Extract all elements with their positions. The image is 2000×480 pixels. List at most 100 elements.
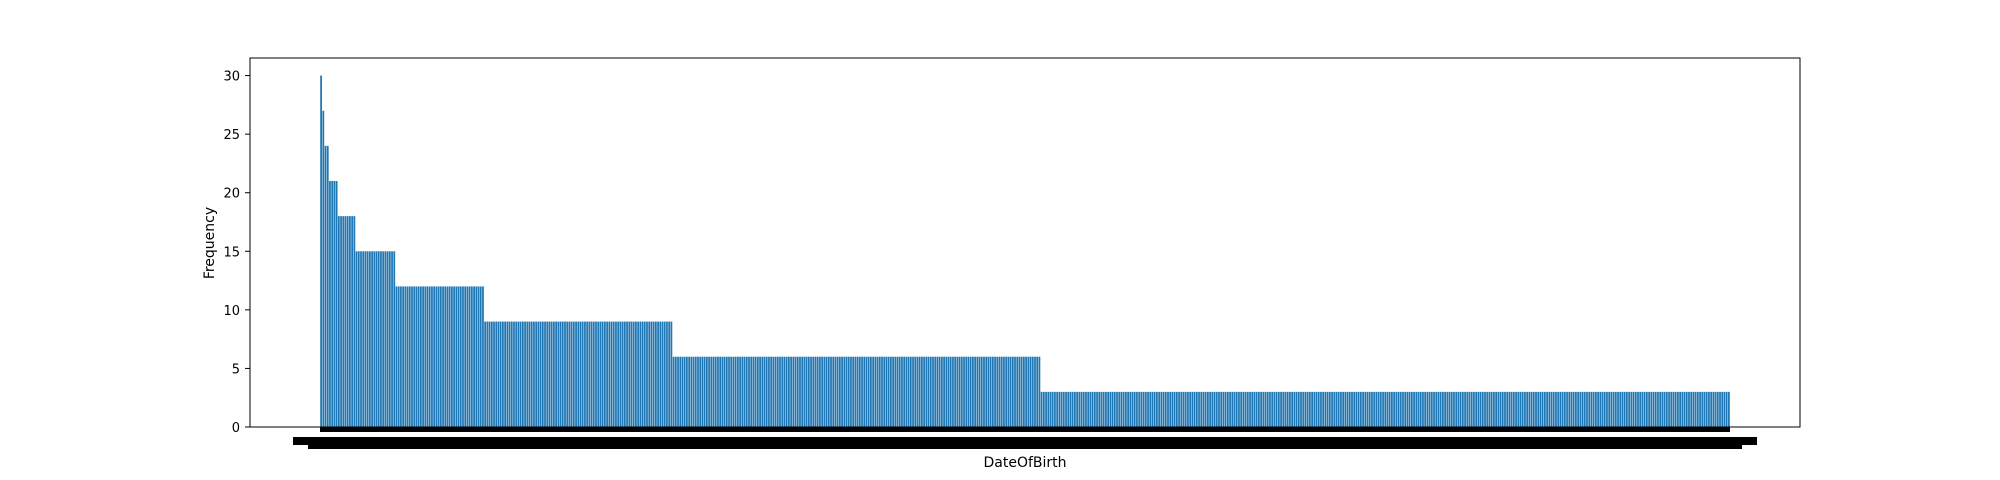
bar	[1588, 391, 1591, 427]
bar	[1668, 391, 1670, 427]
bar	[821, 356, 824, 427]
bar	[470, 286, 473, 427]
bar	[1716, 391, 1719, 427]
bar	[1009, 356, 1012, 427]
bar	[1399, 391, 1402, 427]
bar	[728, 356, 730, 427]
bar	[856, 356, 859, 427]
bar	[1109, 391, 1112, 427]
bar	[980, 356, 983, 427]
bar	[1311, 391, 1313, 427]
bar	[1340, 391, 1342, 427]
bar	[838, 356, 841, 427]
bar	[508, 321, 511, 427]
bar	[872, 356, 875, 427]
bar	[909, 356, 912, 427]
bar	[331, 181, 334, 427]
bar	[1140, 391, 1143, 427]
bar	[987, 356, 990, 427]
bar	[1404, 391, 1407, 427]
bar	[1710, 391, 1713, 427]
bar	[1027, 356, 1030, 427]
bar	[1286, 391, 1289, 427]
bar	[1091, 391, 1094, 427]
bar	[996, 356, 999, 427]
bar	[885, 356, 888, 427]
bar	[1120, 391, 1123, 427]
bar	[337, 216, 340, 427]
bar	[517, 321, 520, 427]
bar	[637, 321, 640, 427]
bar	[1328, 391, 1331, 427]
bar	[1648, 391, 1650, 427]
bar	[1486, 391, 1489, 427]
bar	[972, 356, 974, 427]
bar	[991, 356, 994, 427]
bar	[1160, 391, 1163, 427]
bar	[1575, 391, 1577, 427]
bar	[468, 286, 471, 427]
bar	[1034, 356, 1036, 427]
bar	[878, 356, 881, 427]
y-tick-label: 0	[232, 421, 240, 436]
bar	[535, 321, 538, 427]
bar	[1470, 391, 1473, 427]
bar	[858, 356, 861, 427]
bar	[960, 356, 963, 427]
bar	[1060, 391, 1063, 427]
bar	[431, 286, 433, 427]
bar	[861, 356, 863, 427]
bar	[599, 321, 602, 427]
bar	[1003, 356, 1005, 427]
bar	[1014, 356, 1016, 427]
bar	[639, 321, 642, 427]
bar	[426, 286, 429, 427]
bar	[1632, 391, 1635, 427]
bar	[967, 356, 970, 427]
bar	[1164, 391, 1167, 427]
bar	[1581, 391, 1584, 427]
bar	[1590, 391, 1593, 427]
bar	[1515, 391, 1517, 427]
bar	[843, 356, 846, 427]
bar	[1723, 391, 1726, 427]
bar	[451, 286, 453, 427]
bar	[488, 321, 491, 427]
bar	[335, 181, 338, 427]
bar	[1692, 391, 1695, 427]
bar	[1719, 391, 1721, 427]
bar	[1599, 391, 1602, 427]
bar	[887, 356, 890, 427]
bar	[1071, 391, 1074, 427]
bar	[916, 356, 919, 427]
bar	[1621, 391, 1624, 427]
bar	[1382, 391, 1384, 427]
plot-frame	[249, 57, 1801, 428]
bar	[1295, 391, 1298, 427]
bar	[921, 356, 923, 427]
bar	[1007, 356, 1010, 427]
bar	[1617, 391, 1619, 427]
bar	[1136, 391, 1138, 427]
bar	[541, 321, 544, 427]
bar	[1670, 391, 1673, 427]
bar	[1129, 391, 1132, 427]
bar	[548, 321, 551, 427]
bar	[896, 356, 899, 427]
bar	[1040, 391, 1043, 427]
bar	[610, 321, 613, 427]
bar	[455, 286, 458, 427]
bar	[643, 321, 646, 427]
bar	[360, 251, 362, 427]
bar	[1031, 356, 1034, 427]
bar	[648, 321, 651, 427]
bar	[1413, 391, 1415, 427]
bar	[1690, 391, 1693, 427]
bar	[686, 356, 688, 427]
bar	[1344, 391, 1347, 427]
bar	[1703, 391, 1706, 427]
bar	[1304, 391, 1307, 427]
bar	[1597, 391, 1599, 427]
bar	[1550, 391, 1553, 427]
bar	[774, 356, 777, 427]
